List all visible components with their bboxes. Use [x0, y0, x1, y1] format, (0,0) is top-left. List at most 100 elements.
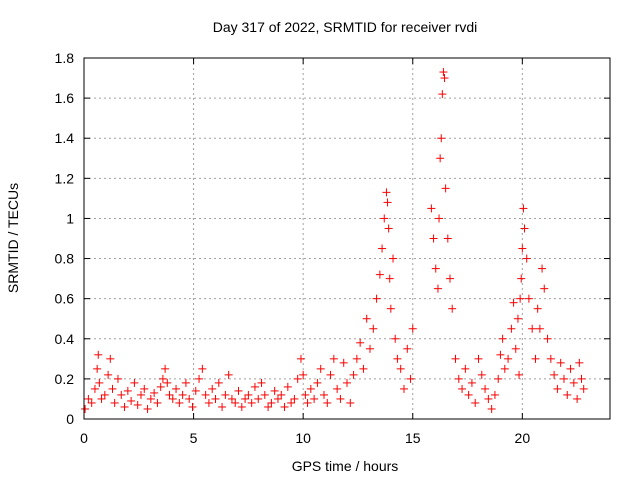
data-point	[336, 394, 345, 403]
data-point	[356, 338, 365, 347]
data-point	[181, 378, 190, 387]
data-point	[247, 398, 256, 407]
data-point	[287, 398, 296, 407]
data-point	[389, 254, 398, 263]
data-point	[531, 354, 540, 363]
y-tick-label: 0.2	[55, 371, 75, 387]
data-point	[273, 394, 282, 403]
data-point	[391, 334, 400, 343]
data-point	[524, 294, 533, 303]
data-point	[133, 400, 142, 409]
data-point	[399, 384, 408, 393]
data-point	[290, 394, 299, 403]
data-point	[250, 382, 259, 391]
data-point	[427, 204, 436, 213]
y-axis-title: SRMTID / TECUs	[5, 183, 21, 293]
data-point	[362, 314, 371, 323]
data-point	[372, 294, 381, 303]
data-point	[208, 384, 217, 393]
data-point	[163, 378, 172, 387]
data-point	[120, 402, 129, 411]
x-tick-label: 10	[295, 430, 311, 446]
data-point	[519, 204, 528, 213]
data-point	[90, 384, 99, 393]
data-point	[569, 378, 578, 387]
y-tick-label: 1.2	[55, 170, 75, 186]
data-point	[349, 370, 358, 379]
data-point	[244, 390, 253, 399]
data-point	[577, 374, 586, 383]
data-point	[110, 398, 119, 407]
data-point	[433, 284, 442, 293]
data-point	[264, 402, 273, 411]
data-point	[280, 402, 289, 411]
data-point	[467, 378, 476, 387]
data-point	[270, 386, 279, 395]
data-point	[156, 382, 165, 391]
data-point	[161, 364, 170, 373]
plot-frame	[83, 57, 611, 420]
data-point	[113, 374, 122, 383]
y-axis: 0 0.2 0.4 0.6 0.8 1 1.2 1.4 1.6 1.8	[55, 50, 610, 427]
data-point	[260, 390, 269, 399]
data-point	[458, 384, 467, 393]
data-point	[108, 384, 117, 393]
data-point	[104, 370, 113, 379]
data-point	[221, 390, 230, 399]
data-point	[329, 354, 338, 363]
data-point	[484, 394, 493, 403]
data-point	[403, 344, 412, 353]
data-point	[504, 354, 513, 363]
data-point	[204, 398, 213, 407]
data-point	[214, 378, 223, 387]
x-axis: 0 5 10 15 20	[80, 58, 530, 446]
data-point	[477, 370, 486, 379]
data-point	[566, 364, 575, 373]
data-point	[533, 304, 542, 313]
data-point	[175, 398, 184, 407]
data-point	[520, 224, 529, 233]
data-point	[195, 374, 204, 383]
data-point	[522, 254, 531, 263]
y-tick-label: 1.4	[55, 130, 75, 146]
data-point	[257, 378, 266, 387]
data-point	[454, 374, 463, 383]
data-point	[127, 396, 136, 405]
data-point	[303, 398, 312, 407]
data-point	[346, 398, 355, 407]
data-point	[498, 334, 507, 343]
data-point	[546, 354, 555, 363]
data-point	[254, 394, 263, 403]
data-point	[579, 384, 588, 393]
data-point	[380, 214, 389, 223]
data-point	[384, 224, 393, 233]
data-point	[117, 390, 126, 399]
data-point	[185, 394, 194, 403]
data-point	[198, 364, 207, 373]
data-point	[553, 384, 562, 393]
data-point	[543, 334, 552, 343]
data-point	[378, 244, 387, 253]
data-point	[513, 314, 522, 323]
data-point	[211, 394, 220, 403]
data-point	[516, 294, 525, 303]
data-point	[481, 384, 490, 393]
data-point	[448, 304, 457, 313]
data-point	[439, 68, 448, 77]
data-point	[81, 404, 90, 413]
data-point	[277, 390, 286, 399]
data-point	[500, 364, 509, 373]
y-tick-label: 0.4	[55, 331, 75, 347]
data-point	[146, 394, 155, 403]
data-point	[471, 398, 480, 407]
data-point	[339, 358, 348, 367]
data-point	[538, 264, 547, 273]
data-point	[507, 324, 516, 333]
data-point	[352, 354, 361, 363]
data-point	[234, 386, 243, 395]
data-point	[313, 378, 322, 387]
data-point	[168, 394, 177, 403]
data-point	[283, 382, 292, 391]
data-point	[93, 364, 102, 373]
data-point	[201, 390, 210, 399]
